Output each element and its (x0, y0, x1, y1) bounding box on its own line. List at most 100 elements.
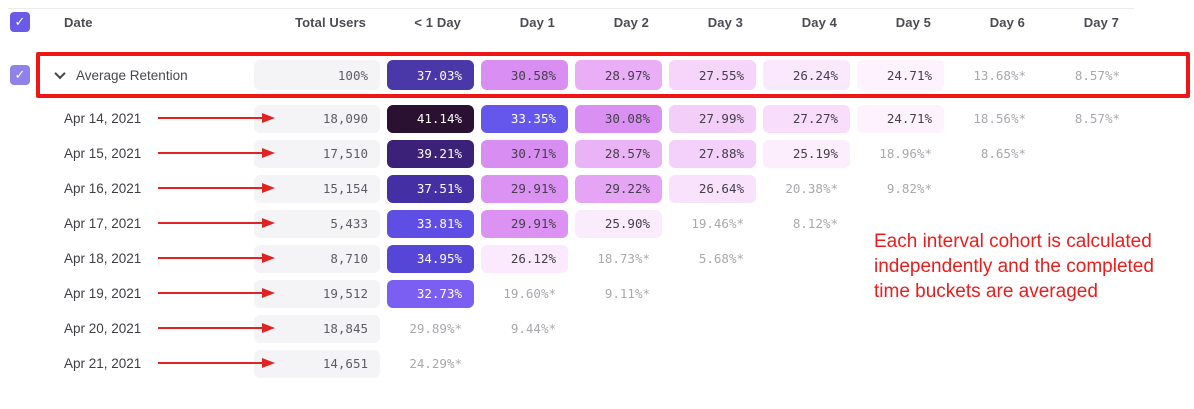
retention-cell-box: 30.08% (568, 104, 662, 133)
cohort-row-apr-15-2021[interactable]: Apr 15, 2021 17,510 39.21% 30.71% 28.57% 27.8… (8, 136, 1134, 171)
total-users-pill[interactable]: 8,710 (254, 244, 380, 273)
cohort-row-apr-21-2021[interactable]: Apr 21, 2021 14,651 24.29%* (8, 346, 1134, 381)
retention-value-pill[interactable]: 27.55% (669, 60, 756, 90)
retention-value-pill[interactable]: 39.21% (387, 139, 474, 168)
table-top-divider (8, 8, 1134, 9)
total-users-cell: 14,651 (248, 349, 380, 378)
retention-cell-box: 34.95% (380, 244, 474, 273)
red-arrow-annotation (158, 148, 275, 158)
total-users-pill[interactable]: 19,512 (254, 279, 380, 308)
retention-value-pill[interactable]: 26.24% (763, 60, 850, 90)
retention-value-pill[interactable]: 29.22% (575, 174, 662, 203)
retention-value-pill[interactable]: 41.14% (387, 104, 474, 133)
column-header-day-4: Day 4 (801, 14, 837, 30)
retention-value-incomplete: 19.60%* (503, 286, 556, 301)
cohort-row-apr-20-2021[interactable]: Apr 20, 2021 18,845 29.89%* 9.44%* (8, 311, 1134, 346)
retention-cell-box: 5.68%* (662, 251, 756, 266)
cohort-date-cell: Apr 15, 2021 (48, 145, 248, 163)
retention-value-pill[interactable]: 34.95% (387, 244, 474, 273)
cohort-date-label: Apr 20, 2021 (64, 320, 142, 336)
cohort-date-label: Apr 17, 2021 (64, 215, 142, 231)
average-total-cell: 100% (248, 60, 380, 90)
annotation-note: Each interval cohort is calculated indep… (874, 231, 1154, 302)
retention-value-pill[interactable]: 37.51% (387, 174, 474, 203)
cohort-date-label: Apr 21, 2021 (64, 355, 142, 371)
retention-cell-box: 39.21% (380, 139, 474, 168)
total-users-pill[interactable]: 17,510 (254, 139, 380, 168)
retention-cell-box: 27.88% (662, 139, 756, 168)
retention-value-pill[interactable]: 24.71% (857, 104, 944, 133)
column-header-date: Date (64, 14, 93, 30)
retention-value-incomplete: 18.73%* (597, 251, 650, 266)
retention-cell-box: 41.14% (380, 104, 474, 133)
cohort-row-apr-19-2021[interactable]: Apr 19, 2021 19,512 32.73% 19.60%* 9.11%* (8, 276, 1134, 311)
retention-value-pill[interactable]: 32.73% (387, 279, 474, 308)
average-row-checkbox[interactable]: ✓ (10, 65, 30, 85)
total-users-cell: 15,154 (248, 174, 380, 203)
retention-cell-box: 24.71% (850, 104, 944, 133)
total-users-pill[interactable]: 15,154 (254, 174, 380, 203)
average-total-users-pill[interactable]: 100% (254, 60, 380, 90)
column-header-day-7: Day 7 (1083, 14, 1119, 30)
retention-value-pill[interactable]: 33.81% (387, 209, 474, 238)
column-header-day-5: Day 5 (895, 14, 931, 30)
retention-value-pill[interactable]: 30.71% (481, 139, 568, 168)
select-all-checkbox[interactable]: ✓ (10, 12, 30, 32)
total-users-pill[interactable]: 18,845 (254, 314, 380, 343)
column-header-total-users: Total Users (295, 14, 366, 30)
retention-cell-box: 33.35% (474, 104, 568, 133)
average-retention-label: Average Retention (76, 67, 188, 83)
retention-cell-box: 37.03% (380, 60, 474, 90)
checkmark-icon: ✓ (14, 14, 26, 29)
retention-value-pill[interactable]: 33.35% (481, 104, 568, 133)
retention-cell-box: 13.68%* (944, 68, 1038, 83)
retention-value-pill[interactable]: 29.91% (481, 174, 568, 203)
retention-value-pill[interactable]: 27.88% (669, 139, 756, 168)
retention-value-pill[interactable]: 26.64% (669, 174, 756, 203)
retention-cell-box: 8.57%* (1038, 68, 1132, 83)
retention-value-incomplete: 9.44%* (510, 321, 556, 336)
retention-cell-box: 33.81% (380, 209, 474, 238)
red-arrow-annotation (158, 358, 275, 368)
retention-value-pill[interactable]: 28.97% (575, 60, 662, 90)
retention-value-pill[interactable]: 37.03% (387, 60, 474, 90)
retention-value-pill[interactable]: 28.57% (575, 139, 662, 168)
retention-value-pill[interactable]: 25.90% (575, 209, 662, 238)
retention-cell-box: 26.12% (474, 244, 568, 273)
cohort-date-cell: Apr 17, 2021 (48, 215, 248, 233)
cohort-row-apr-18-2021[interactable]: Apr 18, 2021 8,710 34.95% 26.12% 18.73%* 5.68… (8, 241, 1134, 276)
retention-value-pill[interactable]: 30.08% (575, 104, 662, 133)
total-users-pill[interactable]: 14,651 (254, 349, 380, 378)
cohort-row-apr-14-2021[interactable]: Apr 14, 2021 18,090 41.14% 33.35% 30.08% 27.9… (8, 101, 1134, 136)
retention-value-pill[interactable]: 25.19% (763, 139, 850, 168)
cohort-date-label: Apr 19, 2021 (64, 285, 142, 301)
retention-value-pill[interactable]: 27.27% (763, 104, 850, 133)
total-users-cell: 18,845 (248, 314, 380, 343)
cohort-row-apr-17-2021[interactable]: Apr 17, 2021 5,433 33.81% 29.91% 25.90% 19.46… (8, 206, 1134, 241)
retention-value-pill[interactable]: 24.71% (857, 60, 944, 90)
retention-cell-box: 19.60%* (474, 286, 568, 301)
total-users-pill[interactable]: 5,433 (254, 209, 380, 238)
average-retention-row[interactable]: ✓ Average Retention 100% 37.03% 30.58% 28.… (8, 52, 1134, 98)
cohort-row-apr-16-2021[interactable]: Apr 16, 2021 15,154 37.51% 29.91% 29.22% 26.6… (8, 171, 1134, 206)
retention-value-pill[interactable]: 27.99% (669, 104, 756, 133)
retention-value-pill[interactable]: 26.12% (481, 244, 568, 273)
chevron-down-icon[interactable] (54, 67, 66, 80)
red-arrow-annotation (158, 288, 275, 298)
retention-cell-box: 9.82%* (850, 181, 944, 196)
total-users-cell: 17,510 (248, 139, 380, 168)
retention-value-pill[interactable]: 30.58% (481, 60, 568, 90)
cohort-date-cell: Apr 20, 2021 (48, 320, 248, 338)
retention-value-pill[interactable]: 29.91% (481, 209, 568, 238)
retention-value-incomplete: 9.82%* (886, 181, 932, 196)
total-users-pill[interactable]: 18,090 (254, 104, 380, 133)
retention-cell-box: 29.89%* (380, 321, 474, 336)
retention-value-incomplete: 8.12%* (792, 216, 838, 231)
retention-cell-box: 18.96%* (850, 146, 944, 161)
retention-cell-box: 29.91% (474, 174, 568, 203)
retention-value-incomplete: 24.29%* (409, 356, 462, 371)
retention-value-incomplete: 8.65%* (980, 146, 1026, 161)
red-arrow-annotation (158, 113, 275, 123)
red-arrow-annotation (158, 323, 275, 333)
retention-value-incomplete: 13.68%* (973, 67, 1026, 83)
